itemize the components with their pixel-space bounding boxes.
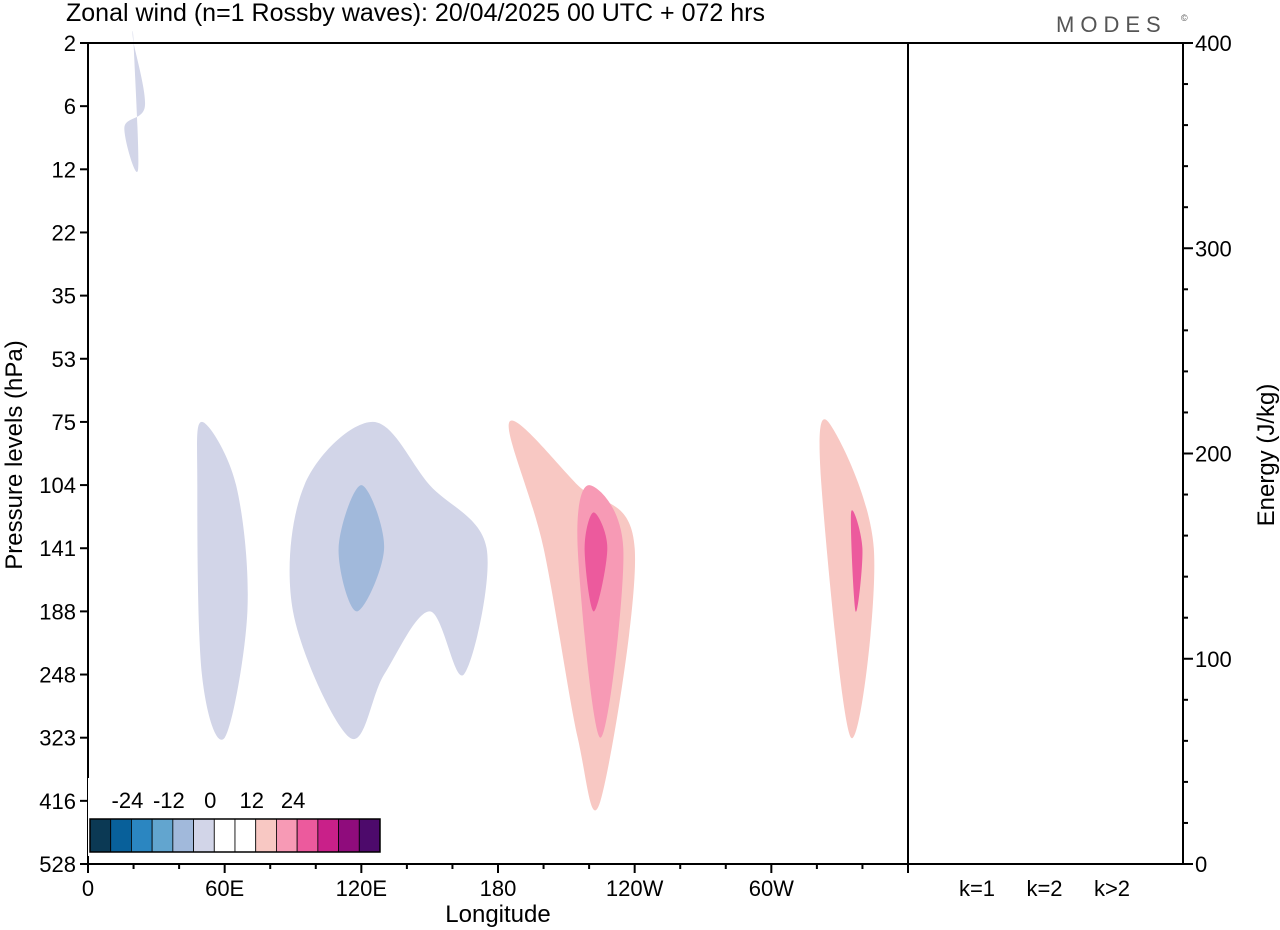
modes-logo-mark: © [1181, 13, 1188, 23]
contour-fill-8 [850, 510, 863, 612]
colorbar-swatch [296, 818, 319, 853]
energy-bars: k=1 k=2 k>2 [955, 863, 1134, 901]
contour-fill-2 [289, 421, 488, 740]
y-tick-label: 22 [52, 220, 76, 245]
x-axis-label: Longitude [445, 901, 550, 928]
y-tick-label: 75 [52, 410, 76, 435]
y-tick-label: 6 [64, 94, 76, 119]
colorbar-swatch [89, 818, 112, 853]
y-tick-label: 53 [52, 347, 76, 372]
modes-logo-text: MODES [1056, 12, 1167, 37]
colorbar-tick-label: 12 [239, 788, 263, 813]
colorbar-swatch [255, 818, 277, 853]
energy-bar-label: k>2 [1094, 876, 1130, 901]
contour-fill-0 [124, 30, 146, 172]
x-tick-label: 120E [336, 876, 387, 901]
x-tick-label: 60E [205, 876, 244, 901]
chart-title: Zonal wind (n=1 Rossby waves): 20/04/202… [66, 0, 765, 27]
energy-tick-label: 300 [1195, 236, 1232, 261]
colorbar-frame [89, 818, 381, 853]
contour-fill-7 [819, 419, 875, 739]
contour-fill-6 [584, 512, 608, 612]
modes-logo: MODES © [1056, 12, 1188, 37]
y-tick-label: 141 [39, 536, 76, 561]
contour-fill-3 [338, 485, 385, 612]
colorbar-tick-label: 24 [281, 788, 305, 813]
colorbar-swatch [276, 818, 298, 853]
energy-tick-label: 400 [1195, 31, 1232, 56]
contour-fill-1 [197, 421, 248, 740]
energy-bar-k>2 [1090, 863, 1134, 864]
energy-bar-label: k=2 [1026, 876, 1062, 901]
energy-tick-label: 0 [1195, 852, 1207, 877]
y-tick-label: 2 [64, 31, 76, 56]
colorbar-tick-label: -24 [112, 788, 144, 813]
x-tick-label: 120W [606, 876, 664, 901]
colorbar-swatch [172, 818, 194, 853]
y-tick-label: 188 [39, 599, 76, 624]
energy-axis-label: Energy (J/kg) [1253, 384, 1280, 527]
y-axis-label: Pressure levels (hPa) [1, 340, 28, 569]
y-tick-label: 12 [52, 157, 76, 182]
y-tick-label: 248 [39, 663, 76, 688]
x-tick-label: 180 [480, 876, 517, 901]
y-tick-label: 104 [39, 473, 76, 498]
energy-tick-label: 200 [1195, 442, 1232, 467]
y-tick-label: 416 [39, 789, 76, 814]
colorbar-swatch [358, 818, 381, 853]
energy-bar-k=2 [1022, 863, 1067, 864]
x-tick-label: 60W [749, 876, 794, 901]
colorbar-swatch [234, 818, 257, 853]
contour-fills [124, 30, 875, 811]
colorbar-swatch [193, 818, 215, 853]
colorbar-swatch [213, 818, 236, 853]
x-tick-label: 0 [82, 876, 94, 901]
colorbar-swatch [131, 818, 153, 853]
colorbar-tick-label: 0 [204, 788, 216, 813]
colorbar-tick-label: -12 [153, 788, 185, 813]
plot-frames [87, 42, 1184, 865]
y-tick-label: 323 [39, 726, 76, 751]
colorbar-swatch [317, 818, 339, 853]
colorbar-swatch [110, 818, 132, 853]
energy-bar-label: k=1 [959, 876, 995, 901]
colorbar: -24 -12 0 12 24 [88, 778, 382, 856]
y-tick-label: 528 [39, 852, 76, 877]
energy-tick-label: 100 [1195, 647, 1232, 672]
colorbar-swatch [338, 818, 360, 853]
energy-bar-k=1 [955, 863, 999, 864]
colorbar-swatch [151, 818, 174, 853]
y-tick-label: 35 [52, 284, 76, 309]
